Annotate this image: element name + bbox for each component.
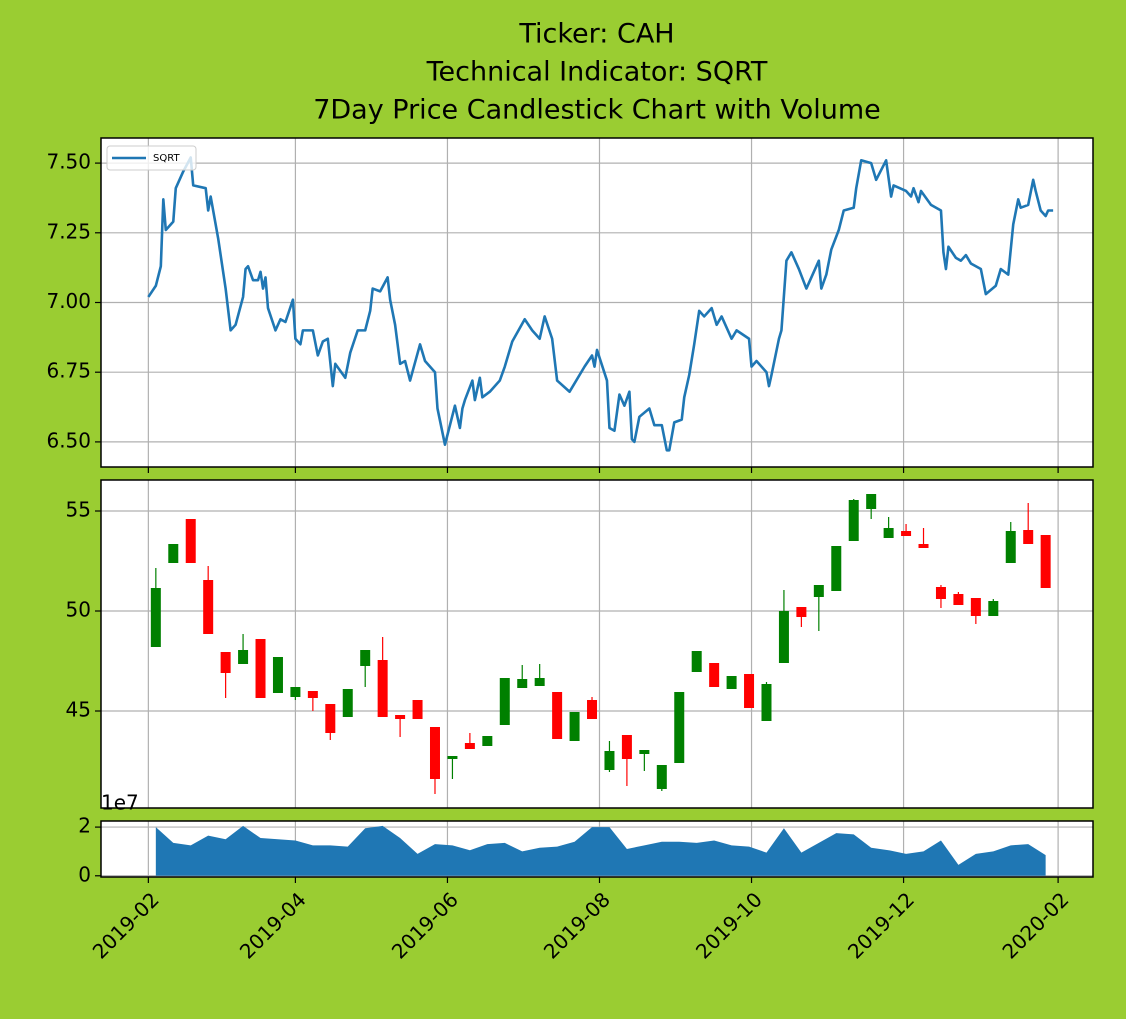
candle-body bbox=[970, 598, 981, 616]
y-tick-label: 50 bbox=[66, 598, 91, 622]
candle-body bbox=[255, 639, 266, 698]
candle-body bbox=[290, 687, 301, 697]
candle-body bbox=[639, 750, 650, 754]
candle-body bbox=[360, 650, 371, 666]
candle-body bbox=[761, 684, 772, 721]
candle-body bbox=[709, 663, 720, 687]
candle-body bbox=[552, 692, 563, 739]
candle-body bbox=[901, 531, 912, 536]
panel: 45 50 55 bbox=[66, 479, 1094, 809]
candle-body bbox=[656, 765, 667, 789]
candle-body bbox=[482, 736, 493, 746]
y-tick-label: 7.25 bbox=[46, 219, 91, 243]
candle-body bbox=[447, 756, 458, 759]
candle-body bbox=[1023, 530, 1034, 544]
plot-frame bbox=[100, 479, 1094, 809]
candle-body bbox=[674, 692, 685, 763]
y-tick-label: 6.75 bbox=[46, 359, 91, 383]
candle-body bbox=[534, 678, 545, 686]
candle-body bbox=[1005, 531, 1016, 563]
candle-body bbox=[272, 657, 283, 693]
y-tick-label: 0 bbox=[78, 862, 91, 886]
candle-body bbox=[499, 678, 510, 725]
panel: 6.50 6.75 7.00 7.25 7.50 SQRT bbox=[46, 137, 1094, 473]
candle-body bbox=[203, 580, 214, 634]
candle-body bbox=[918, 544, 929, 548]
candle-body bbox=[691, 651, 702, 672]
candle-body bbox=[325, 704, 336, 733]
line-series bbox=[147, 156, 1054, 452]
y-tick-label: 55 bbox=[66, 498, 91, 522]
y-tick-label: 2 bbox=[78, 814, 91, 838]
candle-body bbox=[621, 735, 632, 759]
candle-body bbox=[464, 743, 475, 749]
candle-body bbox=[238, 650, 249, 664]
plot-frame bbox=[100, 820, 1094, 878]
chart-subtitle: 7Day Price Candlestick Chart with Volume bbox=[313, 95, 881, 126]
candle-body bbox=[726, 676, 737, 689]
candle-body bbox=[168, 544, 179, 563]
candle-body bbox=[412, 700, 423, 719]
candle-body bbox=[935, 587, 946, 599]
candle-body bbox=[744, 674, 755, 708]
y-tick-label: 45 bbox=[66, 698, 91, 722]
legend-box bbox=[106, 145, 197, 171]
candle-body bbox=[569, 712, 580, 741]
legend-label: SQRT bbox=[153, 153, 180, 164]
y-tick-label: 7.00 bbox=[46, 289, 91, 313]
candle-body bbox=[604, 751, 615, 770]
candle-body bbox=[342, 689, 353, 717]
plot-area bbox=[101, 480, 1093, 808]
candle-body bbox=[848, 500, 859, 541]
axis-offset-label: 1e7 bbox=[101, 791, 139, 815]
candle-body bbox=[377, 660, 388, 717]
candle-body bbox=[150, 588, 161, 647]
candle-body bbox=[953, 594, 964, 605]
candle-body bbox=[395, 715, 406, 719]
candle-body bbox=[185, 519, 196, 563]
plot-frame bbox=[100, 137, 1094, 468]
candle-body bbox=[517, 679, 528, 688]
y-tick-label: 6.50 bbox=[46, 428, 91, 452]
candle-body bbox=[429, 727, 440, 779]
candle-body bbox=[883, 528, 894, 538]
candle-body bbox=[831, 546, 842, 591]
chart-title: Ticker: CAH bbox=[518, 19, 674, 50]
candle-body bbox=[796, 607, 807, 617]
volume-area bbox=[155, 825, 1046, 876]
candle-body bbox=[778, 611, 789, 663]
candle-body bbox=[813, 585, 824, 597]
candle-body bbox=[307, 691, 318, 698]
candle-body bbox=[220, 652, 231, 673]
legend: SQRT bbox=[106, 145, 197, 171]
candle-body bbox=[1040, 535, 1051, 588]
candle-body bbox=[866, 494, 877, 509]
y-tick-label: 7.50 bbox=[46, 150, 91, 174]
candle-body bbox=[587, 700, 598, 719]
chart-subtitle: Technical Indicator: SQRT bbox=[426, 57, 768, 88]
candle-body bbox=[988, 601, 999, 616]
